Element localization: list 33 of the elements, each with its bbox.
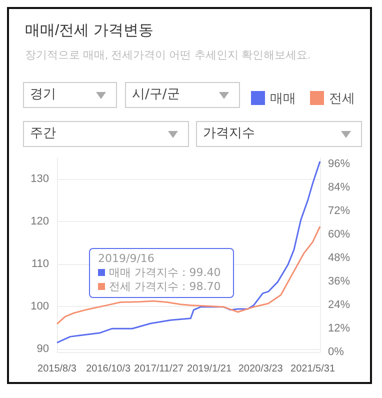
dropdown: 주간 bbox=[23, 121, 189, 147]
x-tick-label: 2017/11/27 bbox=[134, 364, 184, 374]
dropdown: 가격지수 bbox=[196, 121, 362, 147]
y2-tick-label: 96% bbox=[328, 158, 350, 170]
y2-tick-label: 84% bbox=[328, 181, 350, 194]
legend-label: 전세 bbox=[329, 90, 355, 106]
dropdown: 경기 bbox=[23, 82, 117, 108]
annotation: 전세 가격지수 : 98.70 bbox=[108, 280, 222, 294]
y2-tick-label: 24% bbox=[328, 298, 350, 311]
x-tick-label: 2019/1/21 bbox=[187, 364, 232, 374]
annotation: 매매 가격지수 : 99.40 bbox=[108, 266, 222, 280]
chart-title: 매매/전세 가격변동 bbox=[25, 22, 154, 39]
x-tick-label: 2021/5/31 bbox=[290, 364, 336, 374]
legend-label: 매매 bbox=[270, 90, 296, 106]
y2-tick-label: 0% bbox=[328, 346, 344, 358]
y2-tick-label: 72% bbox=[328, 204, 350, 217]
dropdown: 시/구/군 bbox=[125, 82, 240, 108]
y2-tick-label: 48% bbox=[328, 252, 350, 264]
line-series bbox=[56, 226, 321, 325]
y-tick-label: 100 bbox=[30, 300, 49, 312]
y2-tick-label: 36% bbox=[328, 275, 350, 288]
y-tick-label: 130 bbox=[30, 172, 49, 185]
x-tick-label: 2020/3/23 bbox=[238, 364, 284, 374]
y-tick-label: 120 bbox=[30, 215, 49, 228]
x-tick-label: 2016/10/3 bbox=[86, 364, 131, 374]
y2-tick-label: 12% bbox=[328, 322, 350, 334]
chart-subtitle: 장기적으로 매매, 전세가격이 어떤 추세인지 확인해보세요. bbox=[25, 50, 310, 62]
x-tick-label: 2015/8/3 bbox=[38, 364, 77, 374]
annotation: 2019/9/16 bbox=[98, 252, 156, 266]
y-tick-label: 110 bbox=[31, 258, 49, 270]
y2-tick-label: 60% bbox=[328, 228, 350, 240]
line-series bbox=[56, 160, 321, 344]
y-tick-label: 90 bbox=[36, 343, 49, 356]
